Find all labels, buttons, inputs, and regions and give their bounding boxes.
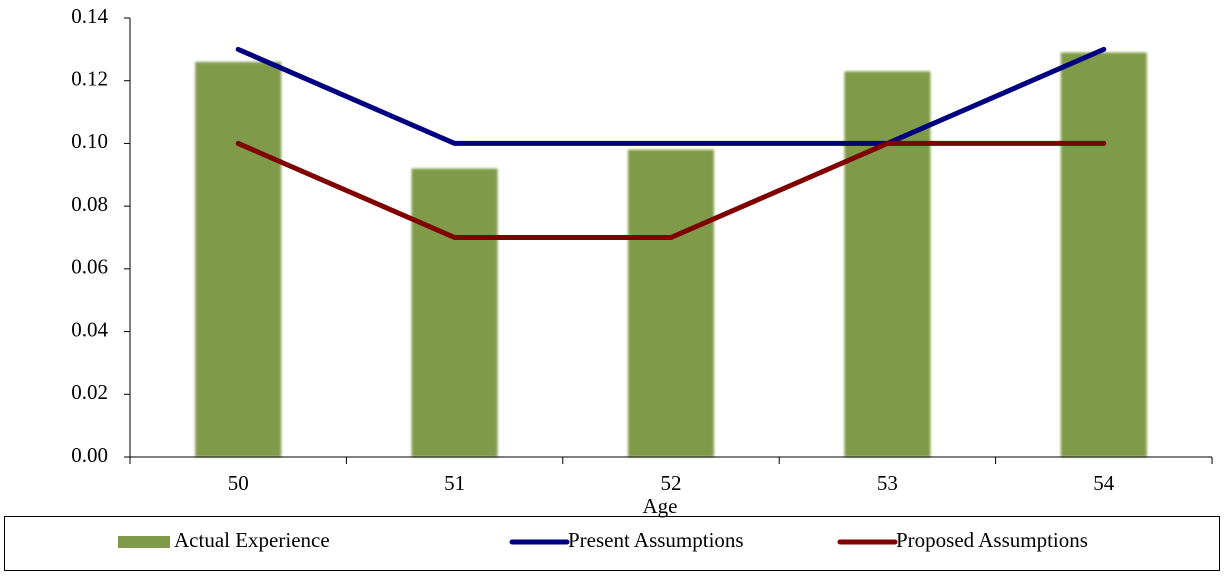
y-tick-label: 0.06 <box>71 255 108 279</box>
legend-label: Proposed Assumptions <box>896 528 1088 552</box>
y-tick-label: 0.00 <box>71 443 108 467</box>
legend-swatch <box>118 536 170 548</box>
y-tick-label: 0.08 <box>71 192 108 216</box>
y-tick-label: 0.12 <box>71 67 108 91</box>
x-tick-label: 50 <box>228 471 249 495</box>
line-series <box>235 140 1107 240</box>
y-tick-label: 0.10 <box>71 129 108 153</box>
y-tick-label: 0.02 <box>71 380 108 404</box>
bar <box>195 61 282 458</box>
x-tick-label: 52 <box>661 471 682 495</box>
legend-label: Present Assumptions <box>568 528 744 552</box>
legend-label: Actual Experience <box>174 528 330 552</box>
x-axis-label: Age <box>643 494 678 518</box>
y-tick-label: 0.14 <box>71 4 108 28</box>
x-tick-label: 53 <box>877 471 898 495</box>
legend-box <box>4 516 1220 571</box>
line-series <box>235 46 1107 146</box>
x-tick-label: 51 <box>444 471 465 495</box>
y-tick-label: 0.04 <box>71 317 108 341</box>
bar <box>844 71 931 458</box>
x-tick-label: 54 <box>1093 471 1115 495</box>
bar <box>628 149 714 457</box>
bar <box>411 168 498 457</box>
bar <box>1060 52 1147 457</box>
